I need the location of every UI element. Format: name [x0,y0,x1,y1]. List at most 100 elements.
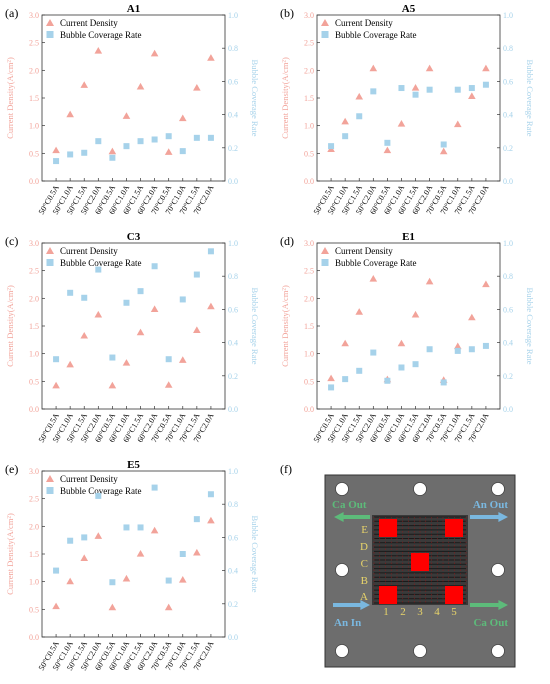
current-density-point [341,339,349,347]
current-density-point [108,147,117,155]
y2-tick-label: 0.8 [228,44,238,53]
bubble-coverage-point [342,133,349,140]
y-axis-label: Current Density(A/cm²) [280,57,290,139]
y-tick-label: 3.0 [29,467,39,476]
current-density-point [150,49,159,57]
bubble-coverage-point [384,139,391,146]
bolt-hole [335,644,349,658]
bubble-coverage-point [426,346,433,353]
bubble-coverage-point [356,367,363,374]
current-density-point [425,277,434,285]
current-density-point [207,302,215,310]
legend-bubble-coverage: Bubble Coverage Rate [335,30,416,40]
bolt-hole [413,644,427,658]
legend-square-marker [321,31,329,38]
current-density-point [341,117,349,125]
y-tick-label: 0.0 [304,177,314,186]
y-axis-label: Current Density(A/cm²) [5,513,15,595]
current-density-point [94,46,103,54]
legend-current-density: Current Density [335,18,393,28]
y2-tick-label: 0.8 [228,272,238,281]
panel-label: (b) [280,6,294,20]
legend-current-density: Current Density [60,246,118,256]
bubble-coverage-point [81,294,88,301]
y-tick-label: 0.0 [29,405,39,414]
y-tick-label: 1.5 [29,322,39,331]
bubble-coverage-point [137,288,144,295]
bubble-coverage-point [123,299,130,306]
y2-axis-label: Bubble Coverage Rate [525,60,535,137]
column-label: 4 [434,606,440,618]
legend-bubble-coverage: Bubble Coverage Rate [60,30,141,40]
y-tick-label: 0.5 [304,149,314,158]
bubble-coverage-point [179,551,186,557]
row-label: B [361,575,368,587]
y2-axis-label: Bubble Coverage Rate [250,60,260,137]
current-density-point [178,356,187,363]
current-density-point [136,82,145,90]
current-density-point [122,359,131,366]
current-density-point [383,146,392,154]
legend-triangle-marker [46,247,54,254]
bubble-coverage-point [370,349,377,356]
current-density-point [94,310,103,318]
ca-out-left-label: Ca Out [332,499,367,511]
y-tick-label: 2.0 [29,522,39,531]
bolt-hole [413,482,427,496]
bubble-coverage-point [468,85,475,92]
current-density-point [453,120,462,128]
chart-e1: (d) E1 0.0 0.5 1.0 1.5 2.0 2.5 3.0 0.0 0.2 0.4 0.6 0.… [280,231,535,444]
y2-tick-label: 0.4 [228,339,238,348]
bubble-coverage-point [328,384,335,391]
legend-square-marker [46,31,54,38]
row-label: D [360,541,368,553]
bubble-coverage-point [468,346,475,353]
an-in-label: An In [334,617,361,629]
current-density-point [80,81,89,88]
y-tick-label: 3.0 [29,239,39,248]
bubble-coverage-point [482,81,489,88]
y2-tick-label: 0.2 [228,144,238,153]
y-tick-label: 3.0 [304,11,314,20]
current-density-point [178,114,187,122]
electrode-square [379,519,397,537]
current-density-point [108,381,117,389]
current-density-point [369,64,378,72]
legend-square-marker [321,259,329,266]
bubble-coverage-point [342,376,349,383]
bubble-coverage-point [207,248,214,255]
y-tick-label: 0.5 [29,377,39,386]
legend-bubble-coverage: Bubble Coverage Rate [335,258,416,268]
bubble-coverage-point [81,534,88,541]
bubble-coverage-point [151,263,158,270]
current-density-point [94,532,103,539]
y-tick-label: 2.5 [29,267,39,276]
bubble-coverage-point [165,133,172,140]
bubble-coverage-point [193,516,200,523]
an-out-right-arrow-head [498,512,508,522]
current-density-point [164,381,173,388]
y2-tick-label: 1.0 [228,11,238,20]
y-tick-label: 0.0 [29,633,39,642]
bubble-coverage-point [95,492,102,499]
y-tick-label: 2.0 [29,66,39,75]
current-density-point [80,331,89,339]
an-out-right-label: An Out [473,499,508,511]
electrode-square [379,586,397,604]
bubble-coverage-point [370,88,377,95]
current-density-point [150,526,159,534]
legend-bubble-coverage: Bubble Coverage Rate [60,258,141,268]
legend-triangle-marker [321,19,329,26]
y2-tick-label: 0.8 [503,272,513,281]
panel-label: (d) [280,234,294,248]
column-label: 3 [417,606,423,618]
current-density-point [122,112,131,119]
ca-out-bottom-arrow-head [498,600,508,610]
bubble-coverage-point [81,149,88,156]
bubble-coverage-point [412,91,419,98]
bubble-coverage-point [53,567,60,574]
bubble-coverage-point [123,524,130,531]
current-density-point [482,280,490,288]
chart-a5: (b) A5 0.0 0.5 1.0 1.5 2.0 2.5 3.0 0.0 0.2 0.4 0.6 0.… [280,3,535,216]
bubble-coverage-point [165,577,172,584]
